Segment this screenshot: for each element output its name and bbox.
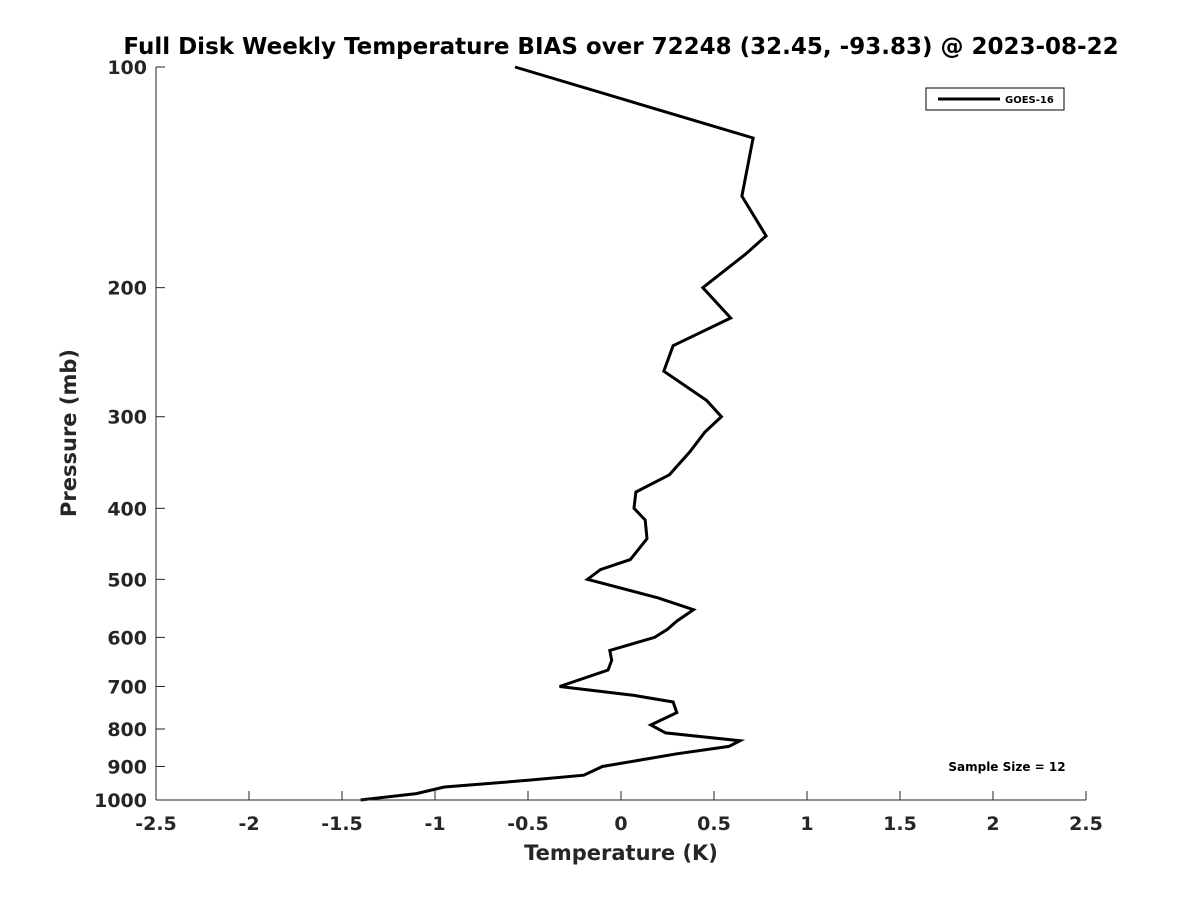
legend-label-goes-16: GOES-16	[1005, 95, 1054, 106]
y-tick-label: 700	[107, 676, 147, 698]
x-tick-label: 0.5	[697, 813, 731, 835]
x-tick-label: -0.5	[507, 813, 549, 835]
plot-area	[156, 67, 1086, 800]
y-axis-label: Pressure (mb)	[57, 349, 81, 517]
x-tick-label: -1	[424, 813, 445, 835]
series-layer	[360, 65, 769, 802]
y-tick-label: 600	[107, 627, 147, 649]
y-tick-label: 1000	[94, 790, 147, 812]
y-tick-label: 800	[107, 719, 147, 741]
sample-size-annotation: Sample Size = 12	[948, 760, 1065, 774]
y-tick-label: 900	[107, 756, 147, 778]
x-tick-label: 2	[986, 813, 999, 835]
y-tick-label: 400	[107, 498, 147, 520]
x-tick-label: 2.5	[1069, 813, 1103, 835]
x-ticks: -2.5 -2 -1.5 -1 -0.5 0 0.5 1 1.5 2 2.5	[135, 791, 1103, 835]
y-ticks: 100 200 300 400 500 600 700 800 900 1000	[94, 57, 165, 812]
x-tick-label: 0	[614, 813, 627, 835]
y-tick-label: 500	[107, 569, 147, 591]
x-tick-label: -1.5	[321, 813, 363, 835]
x-axis-label: Temperature (K)	[524, 841, 718, 865]
y-tick-label: 200	[107, 278, 147, 300]
series-line-0	[360, 65, 769, 802]
x-tick-label: -2.5	[135, 813, 177, 835]
legend: GOES-16	[925, 87, 1065, 111]
chart-title: Full Disk Weekly Temperature BIAS over 7…	[123, 34, 1118, 60]
x-tick-label: -2	[238, 813, 259, 835]
x-tick-label: 1	[800, 813, 813, 835]
y-tick-label: 100	[107, 57, 147, 79]
y-tick-label: 300	[107, 407, 147, 429]
x-tick-label: 1.5	[883, 813, 917, 835]
